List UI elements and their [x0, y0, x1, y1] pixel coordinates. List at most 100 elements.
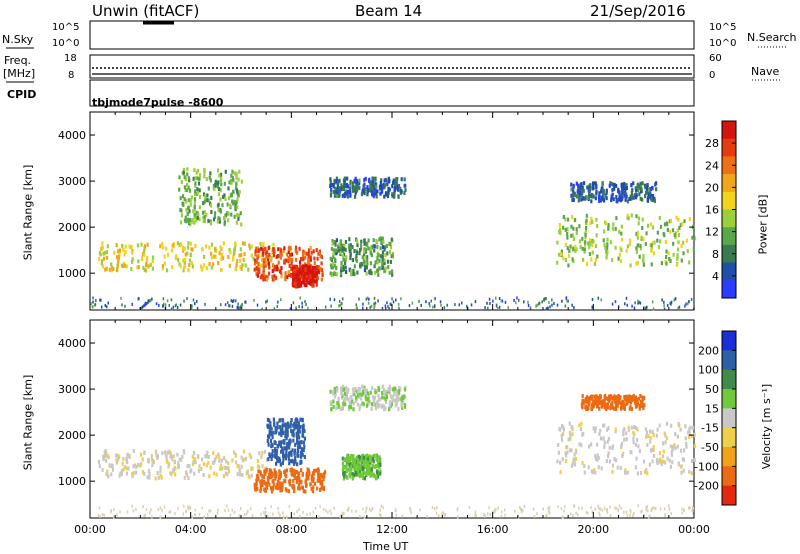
power-cell [693, 236, 696, 241]
power-scatter-cell [228, 304, 230, 308]
velocity-scatter-cell [113, 515, 115, 519]
power-scatter-cell [425, 300, 427, 304]
freq-panel-frame [89, 54, 695, 79]
velocity-cell [372, 402, 375, 407]
power-cell [305, 278, 309, 283]
velocity-scatter-cell [264, 510, 267, 514]
power-scatter-cell [239, 304, 242, 308]
velocity-cell [602, 423, 605, 428]
power-cell [341, 246, 344, 251]
velocity-cell [630, 395, 634, 400]
velocity-cell [276, 443, 279, 448]
velocity-cell [598, 406, 601, 411]
velocity-scatter-cell [243, 512, 246, 516]
velocity-scatter-cell [494, 508, 496, 512]
power-cell [203, 174, 206, 179]
power-cell [575, 230, 578, 235]
velocity-cell [608, 445, 611, 450]
power-cell [260, 253, 263, 258]
power-cell [685, 238, 688, 243]
power-cell [220, 252, 223, 257]
power-cell [252, 256, 255, 261]
power-scatter-cell [190, 307, 193, 311]
velocity-cell [333, 394, 337, 399]
velocity-cell [106, 469, 109, 474]
velocity-scatter-cell [370, 509, 372, 513]
velocity-cell [273, 453, 276, 458]
velocity-cell [301, 471, 304, 476]
power-scatter-cell [373, 306, 375, 310]
power-cell [611, 192, 614, 197]
power-cell [183, 197, 186, 202]
velocity-colorbar-frame [721, 330, 737, 506]
power-cell [279, 255, 282, 260]
velocity-cell [319, 472, 322, 477]
power-cell [231, 199, 234, 204]
power-cell [370, 188, 373, 193]
power-cell [635, 250, 638, 255]
power-cell [239, 211, 242, 216]
power-cell [210, 265, 213, 270]
velocity-cell [346, 389, 349, 394]
velocity-cell [615, 458, 618, 463]
velocity-cell [600, 403, 603, 408]
velocity-frame [89, 319, 695, 519]
velocity-cell [340, 392, 343, 397]
velocity-cell [620, 402, 623, 407]
power-cell [352, 185, 355, 190]
velocity-scatter-cell [623, 510, 625, 514]
velocity-cell [599, 436, 603, 441]
power-cell [665, 221, 669, 226]
velocity-cell [300, 440, 303, 445]
power-cell [257, 253, 260, 258]
power-cell [383, 261, 386, 266]
power-cell [386, 259, 390, 264]
power-cell [564, 242, 567, 247]
velocity-cell [209, 465, 212, 470]
power-cell [267, 254, 270, 259]
power-cell [605, 188, 608, 193]
power-cell [349, 179, 352, 184]
velocity-cell [177, 465, 180, 470]
power-scatter-cell [631, 304, 633, 308]
power-cell [265, 254, 268, 259]
velocity-cell [285, 448, 288, 453]
velocity-cell [385, 391, 388, 396]
velocity-cell [565, 445, 568, 450]
velocity-cell [284, 456, 288, 461]
power-cell [189, 220, 192, 225]
power-cell [304, 268, 307, 273]
power-cell [183, 246, 186, 251]
velocity-cell [295, 476, 298, 481]
power-cell [636, 187, 639, 192]
power-cell [104, 267, 107, 272]
velocity-cell [178, 457, 181, 462]
velocity-cell [125, 471, 129, 476]
velocity-cell [562, 427, 566, 432]
power-cell [609, 181, 612, 186]
power-scatter-cell [541, 300, 543, 304]
power-cell [620, 248, 623, 253]
velocity-cell [660, 458, 663, 463]
power-cell [103, 250, 107, 255]
velocity-scatter-cell [629, 513, 631, 517]
power-cell [146, 256, 149, 261]
velocity-scatter-cell [116, 513, 118, 517]
power-cell [228, 263, 231, 268]
power-cell [338, 178, 341, 183]
power-cell [308, 278, 311, 283]
power-scatter-cell [170, 307, 173, 311]
power-cell [123, 263, 126, 268]
velocity-cell [638, 406, 641, 411]
velocity-scatter-cell [347, 508, 349, 512]
velocity-cell [685, 444, 688, 449]
velocity-cell [625, 437, 628, 442]
power-cell [366, 258, 369, 263]
velocity-cell [317, 471, 320, 476]
power-cell [302, 257, 305, 262]
velocity-cell [370, 402, 374, 407]
velocity-cell [674, 432, 677, 437]
velocity-cell [166, 450, 169, 455]
power-scatter-cell [273, 307, 276, 311]
power-cell [335, 248, 338, 253]
